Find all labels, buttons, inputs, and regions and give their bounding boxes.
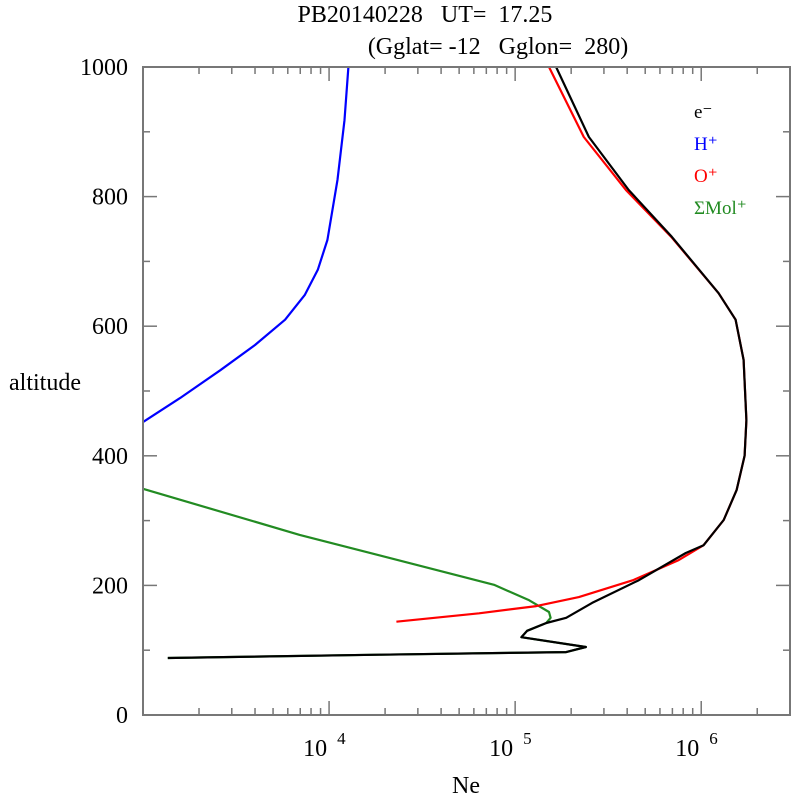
legend-item: ΣMol⁺ (694, 198, 747, 219)
plot-frame (142, 66, 791, 716)
y-tick-label: 800 (92, 185, 128, 211)
x-tick-label-exponent: 5 (523, 729, 532, 748)
x-tick-label: 10 (489, 736, 513, 762)
series-line-electron (167, 66, 748, 660)
chart-title: PB20140228 UT= 17.25 (298, 2, 553, 28)
x-tick-label-exponent: 4 (337, 729, 346, 748)
y-tick-label: 400 (92, 444, 128, 470)
chart-subtitle: (Gglat= -12 Gglon= 280) (368, 34, 628, 60)
y-axis-label: altitude (9, 370, 81, 396)
x-tick-label: 10 (303, 736, 327, 762)
x-tick-label-exponent: 6 (709, 729, 718, 748)
series-line-mol-plus (142, 487, 587, 660)
series-lines (142, 66, 748, 660)
axis-ticks (142, 66, 791, 716)
series-line-h-plus (142, 66, 350, 424)
y-tick-label: 1000 (80, 55, 128, 81)
x-tick-label: 10 (675, 736, 699, 762)
legend-item: H⁺ (694, 134, 718, 155)
legend-item: O⁺ (694, 166, 718, 187)
y-tick-label: 200 (92, 573, 128, 599)
y-tick-label: 600 (92, 314, 128, 340)
x-axis-label: Ne (452, 773, 480, 796)
legend-item: e⁻ (694, 102, 712, 123)
y-tick-label: 0 (116, 703, 128, 729)
legend: e⁻ H⁺ O⁺ ΣMol⁺ (694, 102, 747, 219)
tick-labels: 0 200 400 600 800 1000 10 4 10 5 10 6 (80, 55, 718, 762)
